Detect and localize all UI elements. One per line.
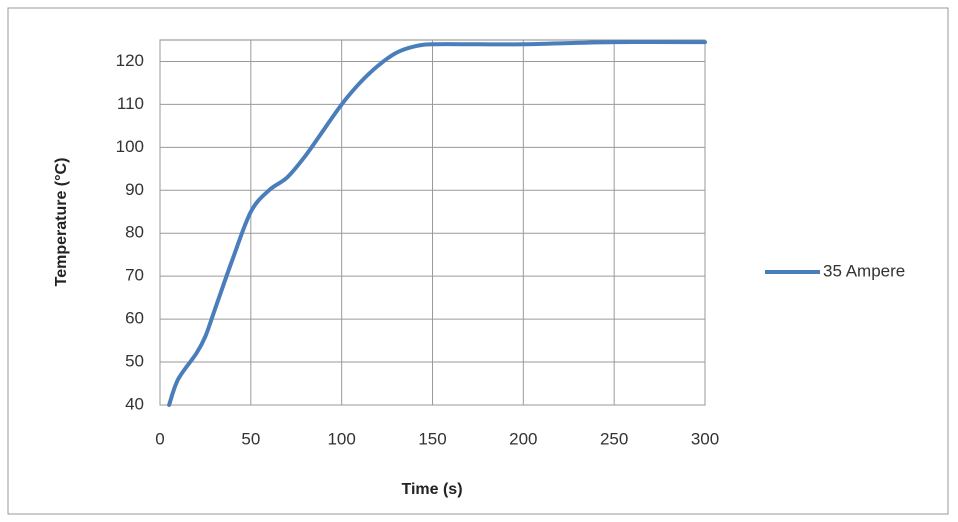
y-tick-label: 80 xyxy=(125,223,144,242)
x-axis-title: Time (s) xyxy=(401,481,462,498)
y-tick-label: 50 xyxy=(125,352,144,371)
y-tick-label: 70 xyxy=(125,266,144,285)
x-tick-label: 300 xyxy=(691,429,719,448)
x-tick-label: 0 xyxy=(155,429,164,448)
y-tick-label: 90 xyxy=(125,180,144,199)
y-tick-label: 40 xyxy=(125,394,144,413)
legend-label: 35 Ampere xyxy=(823,261,905,280)
x-tick-label: 200 xyxy=(509,429,537,448)
data-line xyxy=(167,39,707,407)
y-tick-label: 100 xyxy=(116,137,144,156)
x-tick-label: 250 xyxy=(600,429,628,448)
y-tick-label: 110 xyxy=(117,94,144,113)
x-tick-label: 50 xyxy=(241,429,260,448)
x-tick-label: 150 xyxy=(418,429,446,448)
y-tick-label: 60 xyxy=(125,309,144,328)
y-tick-label: 120 xyxy=(116,51,144,70)
y-axis-title: Temperature (°C) xyxy=(53,158,70,287)
x-tick-label: 100 xyxy=(327,429,355,448)
